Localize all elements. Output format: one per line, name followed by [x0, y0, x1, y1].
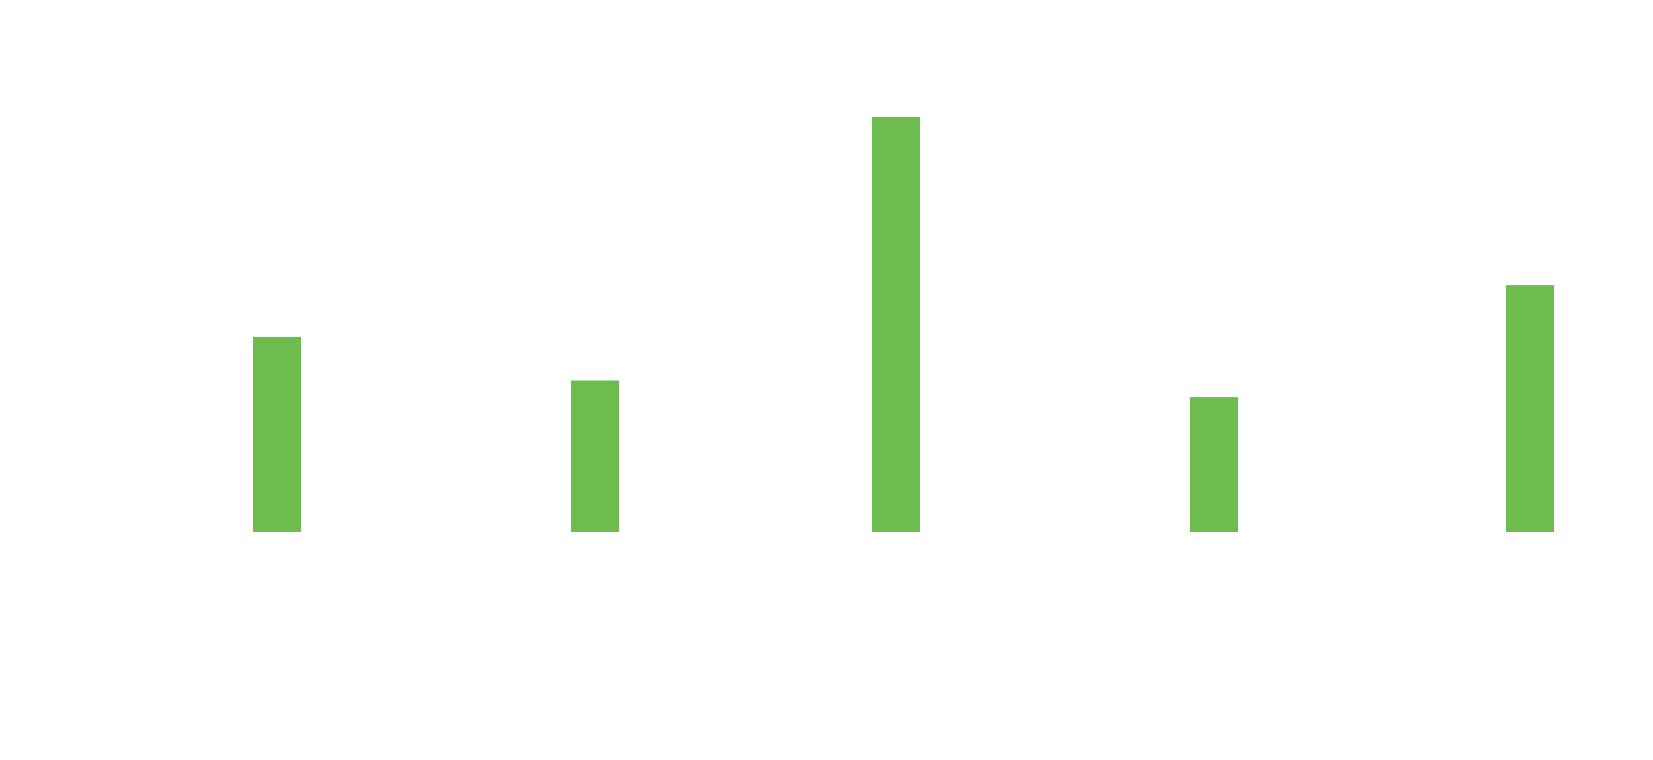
bar-3	[872, 117, 920, 532]
bar-1	[253, 336, 301, 532]
bar-4	[1190, 397, 1238, 532]
bars-group	[253, 117, 1554, 532]
bar-2	[571, 380, 619, 532]
bar-5	[1506, 285, 1554, 532]
